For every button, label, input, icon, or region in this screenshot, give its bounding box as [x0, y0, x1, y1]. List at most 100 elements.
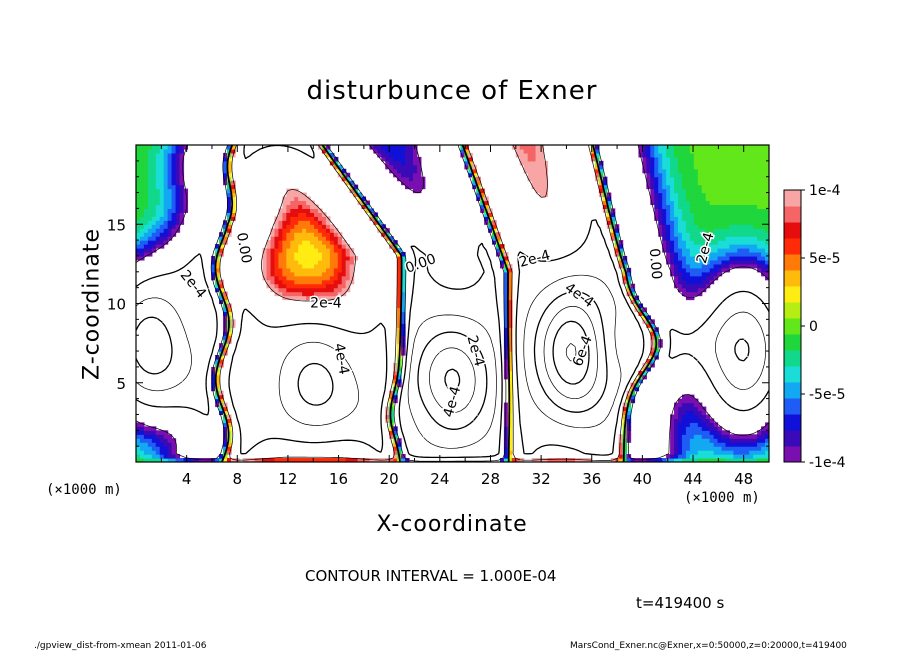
heatmap-cell: [658, 148, 663, 154]
heatmap-cell: [302, 232, 307, 237]
heatmap-cell: [294, 228, 299, 233]
heatmap-cell: [717, 263, 723, 269]
heatmap-cell: [349, 271, 355, 277]
heatmap-cell: [397, 446, 402, 451]
heatmap-cell: [397, 176, 402, 182]
heatmap-cell: [147, 156, 153, 162]
heatmap-cell: [681, 422, 687, 427]
heatmap-cell: [681, 188, 687, 194]
heatmap-cell: [678, 279, 683, 285]
heatmap-cell: [298, 283, 303, 289]
heatmap-cell: [298, 251, 303, 257]
heatmap-cell: [325, 259, 331, 265]
heatmap-cell: [488, 212, 493, 217]
heatmap-cell: [705, 275, 711, 281]
heatmap-cell: [757, 152, 762, 158]
heatmap-cell: [143, 200, 149, 206]
heatmap-cell: [230, 458, 236, 462]
heatmap-cell: [725, 176, 731, 182]
heatmap-cell: [480, 192, 485, 198]
heatmap-cell: [555, 458, 560, 462]
heatmap-cell: [674, 267, 679, 273]
heatmap-cell: [697, 283, 703, 289]
heatmap-cell: [757, 454, 762, 459]
heatmap-cell: [745, 168, 750, 174]
heatmap-cell: [321, 458, 327, 462]
heatmap-cell: [385, 228, 390, 233]
heatmap-cell: [155, 434, 161, 439]
heatmap-cell: [282, 216, 287, 221]
heatmap-cell: [761, 164, 766, 170]
heatmap-cell: [333, 295, 339, 301]
heatmap-cell: [622, 406, 628, 412]
heatmap-cell: [685, 236, 691, 241]
heatmap-cell: [662, 200, 667, 206]
heatmap-cell: [401, 176, 406, 182]
heatmap-cell: [167, 148, 173, 154]
heatmap-cell: [678, 275, 683, 281]
heatmap-cell: [163, 200, 169, 206]
heatmap-cell: [697, 255, 703, 261]
heatmap-cell: [670, 172, 675, 178]
heatmap-cell: [765, 188, 769, 194]
heatmap-cell: [745, 454, 750, 459]
heatmap-cell: [693, 283, 699, 289]
heatmap-cell: [678, 402, 683, 408]
heatmap-cell: [155, 148, 161, 154]
heatmap-cell: [681, 160, 687, 166]
heatmap-cell: [618, 446, 624, 451]
heatmap-cell: [147, 248, 153, 253]
heatmap-cell: [167, 168, 173, 174]
heatmap-cell: [733, 259, 738, 265]
heatmap-cell: [709, 236, 715, 241]
heatmap-cell: [757, 248, 762, 253]
heatmap-cell: [223, 446, 228, 451]
heatmap-cell: [159, 430, 165, 435]
heatmap-cell: [310, 224, 315, 229]
heatmap-cell: [535, 168, 541, 174]
heatmap-cell: [662, 172, 667, 178]
heatmap-cell: [701, 438, 707, 443]
heatmap-cell: [709, 418, 715, 423]
contour-line: [429, 347, 476, 413]
heatmap-cell: [306, 212, 311, 217]
heatmap-cell: [693, 196, 699, 202]
heatmap-cell: [701, 168, 707, 174]
heatmap-cell: [310, 283, 315, 289]
heatmap-cell: [345, 248, 351, 253]
heatmap-cell: [721, 454, 727, 459]
heatmap-cell: [646, 156, 651, 162]
heatmap-cell: [163, 176, 169, 182]
heatmap-cell: [167, 152, 173, 158]
heatmap-cell: [345, 176, 351, 182]
heatmap-cell: [290, 267, 295, 273]
heatmap-cell: [333, 236, 339, 241]
heatmap-cell: [171, 176, 177, 182]
heatmap-cell: [503, 283, 509, 289]
heatmap-cell: [143, 184, 149, 190]
heatmap-cell: [496, 232, 501, 237]
heatmap-cell: [507, 458, 513, 462]
heatmap-cell: [472, 184, 477, 190]
heatmap-cell: [701, 220, 707, 225]
heatmap-cell: [693, 287, 699, 293]
heatmap-cell: [286, 204, 291, 209]
heatmap-cell: [147, 434, 153, 439]
heatmap-cell: [650, 152, 655, 158]
heatmap-cell: [674, 240, 679, 245]
heatmap-cell: [697, 164, 703, 170]
heatmap-cell: [757, 184, 762, 190]
heatmap-cell: [357, 192, 363, 198]
heatmap-cell: [337, 251, 343, 257]
heatmap-cell: [693, 430, 699, 435]
heatmap-cell: [705, 204, 711, 209]
heatmap-cell: [171, 184, 177, 190]
heatmap-cell: [765, 251, 769, 257]
heatmap-cell: [507, 339, 513, 344]
heatmap-cell: [654, 351, 659, 356]
heatmap-cell: [693, 240, 699, 245]
heatmap-cell: [136, 438, 141, 443]
heatmap-cell: [507, 418, 513, 423]
heatmap-cell: [310, 291, 315, 297]
heatmap-cell: [503, 406, 509, 412]
